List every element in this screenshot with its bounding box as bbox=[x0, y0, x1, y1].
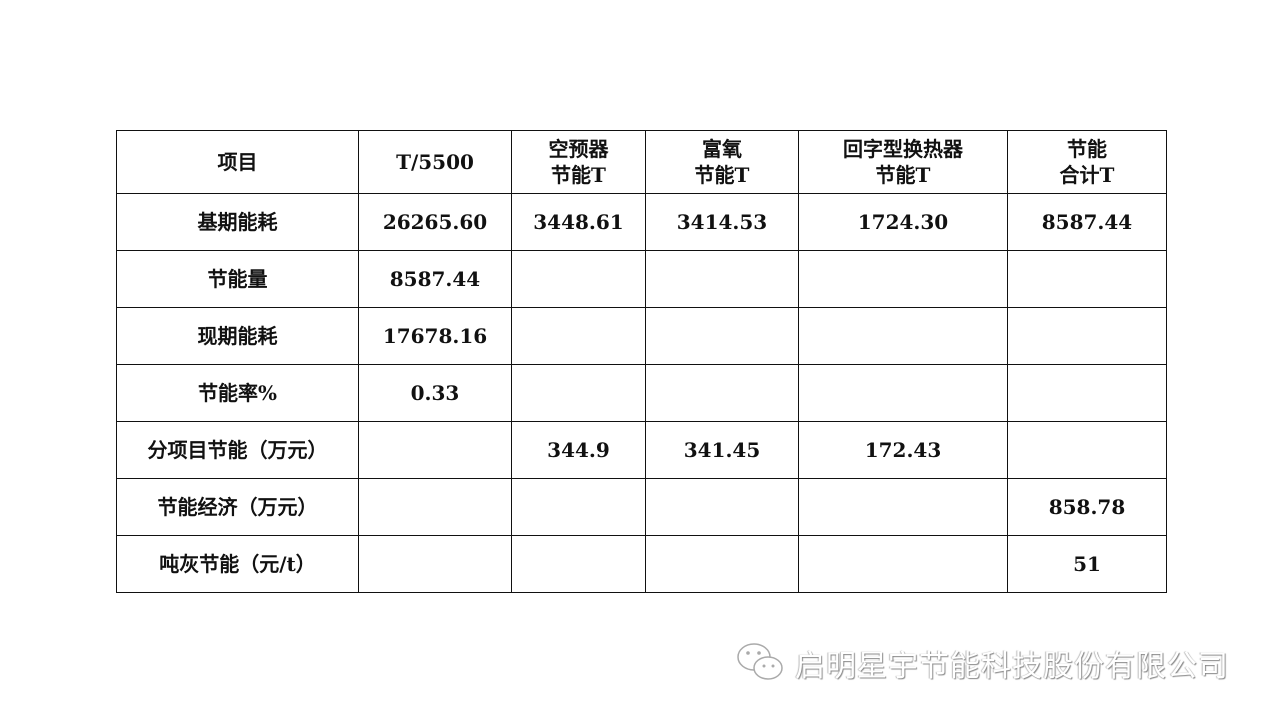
table-cell: 0.33 bbox=[358, 364, 512, 422]
table-cell bbox=[511, 250, 646, 308]
table-cell: 1724.30 bbox=[798, 193, 1008, 251]
table-cell bbox=[358, 535, 512, 593]
table-cell bbox=[511, 364, 646, 422]
table-cell: 3448.61 bbox=[511, 193, 646, 251]
table-cell: 富氧 节能T bbox=[645, 130, 799, 194]
table-cell bbox=[1007, 364, 1167, 422]
table-cell bbox=[798, 478, 1008, 536]
row-label-cell: 项目 bbox=[116, 130, 359, 194]
table-cell bbox=[798, 535, 1008, 593]
table-cell: 344.9 bbox=[511, 421, 646, 479]
table-row: 现期能耗 17678.16 bbox=[116, 307, 1167, 365]
table-row: 节能率% 0.33 bbox=[116, 364, 1167, 422]
table-cell bbox=[798, 307, 1008, 365]
table-header-row: 项目 T/5500 空预器 节能T 富氧 节能T 回字型换热器 节能T 节能 合计T bbox=[116, 130, 1167, 194]
energy-saving-table: 项目 T/5500 空预器 节能T 富氧 节能T 回字型换热器 节能T 节能 合计T 基期能… bbox=[116, 130, 1167, 593]
table-cell bbox=[511, 535, 646, 593]
table-cell bbox=[798, 364, 1008, 422]
table-cell bbox=[645, 250, 799, 308]
table-cell: 8587.44 bbox=[1007, 193, 1167, 251]
table-cell: T/5500 bbox=[358, 130, 512, 194]
table-cell bbox=[1007, 421, 1167, 479]
table-row: 基期能耗 26265.60 3448.61 3414.53 1724.30 8587.44 bbox=[116, 193, 1167, 251]
watermark: 启明星宇节能科技股份有限公司 bbox=[735, 640, 1229, 686]
row-label-cell: 节能量 bbox=[116, 250, 359, 308]
table-cell bbox=[511, 307, 646, 365]
table-cell: 空预器 节能T bbox=[511, 130, 646, 194]
row-label-cell: 现期能耗 bbox=[116, 307, 359, 365]
table-cell bbox=[645, 478, 799, 536]
row-label-cell: 基期能耗 bbox=[116, 193, 359, 251]
table-row: 节能经济（万元） 858.78 bbox=[116, 478, 1167, 536]
table-cell bbox=[511, 478, 646, 536]
table-cell bbox=[798, 250, 1008, 308]
table-cell: 341.45 bbox=[645, 421, 799, 479]
table-row: 吨灰节能（元/t） 51 bbox=[116, 535, 1167, 593]
table-cell: 节能 合计T bbox=[1007, 130, 1167, 194]
table-row: 分项目节能（万元） 344.9 341.45 172.43 bbox=[116, 421, 1167, 479]
table-cell bbox=[645, 364, 799, 422]
table-cell: 51 bbox=[1007, 535, 1167, 593]
wechat-icon bbox=[737, 643, 783, 680]
table-cell bbox=[1007, 307, 1167, 365]
table-cell bbox=[358, 421, 512, 479]
watermark-company-name: 启明星宇节能科技股份有限公司 bbox=[795, 649, 1229, 684]
table-cell bbox=[645, 535, 799, 593]
row-label-cell: 分项目节能（万元） bbox=[116, 421, 359, 479]
table-cell bbox=[358, 478, 512, 536]
table-cell: 858.78 bbox=[1007, 478, 1167, 536]
table-cell: 17678.16 bbox=[358, 307, 512, 365]
row-label-cell: 节能率% bbox=[116, 364, 359, 422]
table-cell bbox=[1007, 250, 1167, 308]
table-row: 节能量 8587.44 bbox=[116, 250, 1167, 308]
table-cell: 回字型换热器 节能T bbox=[798, 130, 1008, 194]
row-label-cell: 吨灰节能（元/t） bbox=[116, 535, 359, 593]
table-cell: 3414.53 bbox=[645, 193, 799, 251]
table-cell bbox=[645, 307, 799, 365]
row-label-cell: 节能经济（万元） bbox=[116, 478, 359, 536]
table-cell: 26265.60 bbox=[358, 193, 512, 251]
table-cell: 8587.44 bbox=[358, 250, 512, 308]
table-cell: 172.43 bbox=[798, 421, 1008, 479]
